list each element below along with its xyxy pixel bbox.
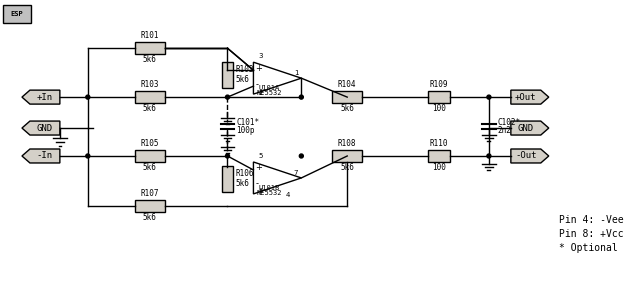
Text: R105: R105 bbox=[140, 139, 159, 148]
Text: 7: 7 bbox=[294, 170, 298, 176]
FancyBboxPatch shape bbox=[221, 62, 234, 88]
Text: -: - bbox=[255, 80, 259, 88]
Text: 3: 3 bbox=[259, 53, 263, 59]
Circle shape bbox=[225, 154, 230, 158]
Text: 2n2: 2n2 bbox=[498, 126, 512, 135]
Circle shape bbox=[300, 154, 303, 158]
Text: NE5532: NE5532 bbox=[257, 190, 282, 196]
Text: U101B: U101B bbox=[259, 185, 280, 191]
Text: -Out: -Out bbox=[515, 152, 536, 160]
FancyBboxPatch shape bbox=[134, 42, 164, 54]
Text: 5k6: 5k6 bbox=[143, 55, 157, 64]
Text: C101*: C101* bbox=[236, 118, 260, 127]
Text: 6: 6 bbox=[259, 188, 263, 194]
FancyBboxPatch shape bbox=[221, 166, 234, 192]
Text: 1: 1 bbox=[294, 70, 298, 76]
FancyBboxPatch shape bbox=[428, 150, 450, 162]
Text: -In: -In bbox=[37, 152, 53, 160]
Circle shape bbox=[86, 154, 90, 158]
Text: 4: 4 bbox=[285, 192, 290, 198]
Text: 5k6: 5k6 bbox=[340, 163, 354, 172]
Circle shape bbox=[487, 95, 491, 99]
Text: 5k6: 5k6 bbox=[340, 104, 354, 113]
Text: 5k6: 5k6 bbox=[236, 75, 250, 84]
Text: 5k6: 5k6 bbox=[143, 163, 157, 172]
Text: R102: R102 bbox=[236, 65, 254, 74]
FancyBboxPatch shape bbox=[332, 150, 362, 162]
Text: 2: 2 bbox=[259, 90, 263, 96]
Polygon shape bbox=[253, 162, 301, 194]
Polygon shape bbox=[22, 121, 60, 135]
Text: R101: R101 bbox=[140, 31, 159, 40]
Text: NE5532: NE5532 bbox=[257, 90, 282, 96]
Text: GND: GND bbox=[518, 124, 534, 133]
FancyBboxPatch shape bbox=[134, 200, 164, 212]
Text: +Out: +Out bbox=[515, 93, 536, 102]
Text: +: + bbox=[255, 64, 262, 73]
Text: GND: GND bbox=[37, 124, 53, 133]
Polygon shape bbox=[511, 149, 548, 163]
Text: ESP: ESP bbox=[11, 11, 23, 17]
Text: 5k6: 5k6 bbox=[143, 213, 157, 222]
Polygon shape bbox=[511, 121, 548, 135]
Text: 100p: 100p bbox=[236, 126, 255, 135]
FancyBboxPatch shape bbox=[134, 150, 164, 162]
Text: R104: R104 bbox=[338, 80, 356, 89]
Text: +: + bbox=[255, 164, 262, 172]
Polygon shape bbox=[253, 62, 301, 94]
Polygon shape bbox=[22, 149, 60, 163]
Text: R103: R103 bbox=[140, 80, 159, 89]
Text: 100: 100 bbox=[432, 104, 446, 113]
Text: 5k6: 5k6 bbox=[143, 104, 157, 113]
Text: R107: R107 bbox=[140, 189, 159, 198]
Text: R109: R109 bbox=[430, 80, 448, 89]
Circle shape bbox=[487, 154, 491, 158]
Text: * Optional: * Optional bbox=[559, 243, 618, 253]
Text: C102*: C102* bbox=[498, 118, 521, 127]
Text: -: - bbox=[255, 179, 259, 188]
Text: 100: 100 bbox=[432, 163, 446, 172]
Circle shape bbox=[225, 95, 230, 99]
FancyBboxPatch shape bbox=[3, 5, 31, 23]
FancyBboxPatch shape bbox=[332, 91, 362, 103]
Text: Pin 4: -Vee: Pin 4: -Vee bbox=[559, 215, 623, 225]
FancyBboxPatch shape bbox=[428, 91, 450, 103]
Text: 5k6: 5k6 bbox=[236, 179, 250, 188]
Text: U101A: U101A bbox=[259, 85, 280, 91]
Text: Pin 8: +Vcc: Pin 8: +Vcc bbox=[559, 229, 623, 239]
Circle shape bbox=[300, 95, 303, 99]
FancyBboxPatch shape bbox=[134, 91, 164, 103]
Text: 5: 5 bbox=[259, 153, 263, 159]
Circle shape bbox=[86, 95, 90, 99]
Text: R108: R108 bbox=[338, 139, 356, 148]
Text: R106: R106 bbox=[236, 169, 254, 178]
Polygon shape bbox=[511, 90, 548, 104]
Text: +In: +In bbox=[37, 93, 53, 102]
Text: R110: R110 bbox=[430, 139, 448, 148]
Polygon shape bbox=[22, 90, 60, 104]
